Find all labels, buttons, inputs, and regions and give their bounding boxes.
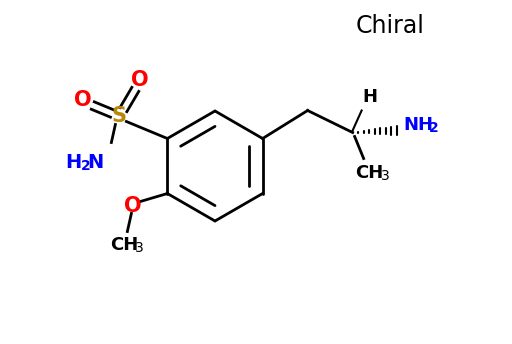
Text: 3: 3	[381, 170, 390, 183]
Text: CH: CH	[355, 164, 384, 183]
Text: Chiral: Chiral	[355, 14, 424, 38]
Text: H: H	[362, 87, 377, 106]
Text: NH: NH	[403, 117, 434, 135]
Text: CH: CH	[110, 236, 138, 254]
Text: N: N	[87, 153, 103, 172]
Text: 2: 2	[429, 121, 438, 136]
Text: O: O	[74, 90, 91, 110]
Text: 2: 2	[80, 159, 90, 172]
Text: 3: 3	[135, 240, 144, 255]
Text: O: O	[131, 69, 148, 89]
Text: S: S	[112, 107, 127, 127]
Text: O: O	[123, 195, 141, 215]
Text: H: H	[65, 153, 81, 172]
